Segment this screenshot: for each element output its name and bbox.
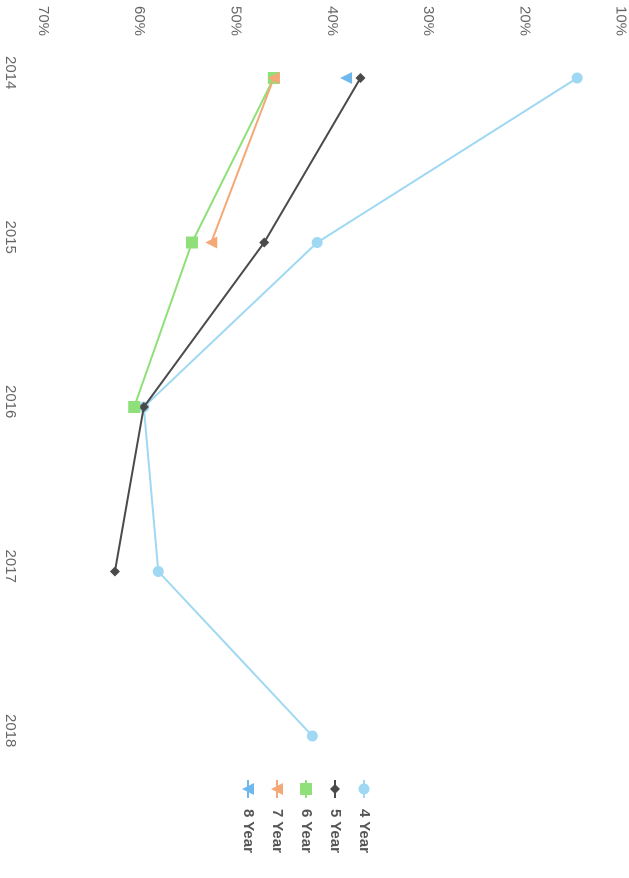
series-line <box>133 77 275 408</box>
data-point <box>355 73 366 83</box>
y-tick-label: 60% <box>131 6 148 36</box>
legend-label: 8 Year <box>240 809 257 853</box>
data-point <box>109 566 120 577</box>
legend-item: 8 Year <box>240 780 257 853</box>
x-tick-label: 2015 <box>2 221 19 254</box>
y-tick-label: 70% <box>35 6 52 36</box>
legend-swatch-marker <box>358 783 370 795</box>
legend-label: 4 Year <box>356 809 373 853</box>
series-line <box>210 77 275 244</box>
legend-label: 5 Year <box>327 809 344 853</box>
data-point <box>259 237 270 248</box>
legend-swatch-marker <box>330 784 340 794</box>
legend-item: 5 Year <box>327 780 344 853</box>
legend-swatch-marker <box>300 783 312 795</box>
legend-item: 6 Year <box>298 780 315 853</box>
y-tick-label: 30% <box>420 6 437 36</box>
y-tick-label: 20% <box>516 6 533 36</box>
x-tick-label: 2018 <box>2 714 19 747</box>
data-point <box>340 72 353 84</box>
series-line <box>113 77 362 573</box>
legend-label: 6 Year <box>298 809 315 853</box>
plot-area <box>109 72 583 742</box>
series-line <box>142 77 579 737</box>
legend-item: 7 Year <box>269 780 286 853</box>
data-point <box>152 566 164 577</box>
axis-labels: 10% 20% 30% 40% 50% 60% 70% 2014 2015 2016 2017 201… <box>2 6 629 747</box>
data-point <box>571 72 583 84</box>
y-tick-label: 10% <box>613 6 629 36</box>
y-tick-label: 50% <box>228 6 245 36</box>
legend-label: 7 Year <box>269 809 286 853</box>
y-tick-label: 40% <box>324 6 341 36</box>
data-point <box>185 236 198 249</box>
data-point <box>205 236 218 249</box>
data-point <box>311 237 323 248</box>
data-point <box>306 730 318 742</box>
x-tick-label: 2017 <box>2 550 19 583</box>
legend-swatch-marker <box>242 783 254 795</box>
data-point <box>267 72 280 84</box>
legend-item: 4 Year <box>356 780 373 853</box>
data-point <box>138 402 149 412</box>
data-point <box>128 401 141 413</box>
legend-swatch-marker <box>271 783 283 795</box>
x-tick-label: 2014 <box>2 56 19 89</box>
x-tick-label: 2016 <box>2 385 19 418</box>
legend: 4 Year 5 Year 6 Year 7 Year 8 Year <box>240 780 373 853</box>
